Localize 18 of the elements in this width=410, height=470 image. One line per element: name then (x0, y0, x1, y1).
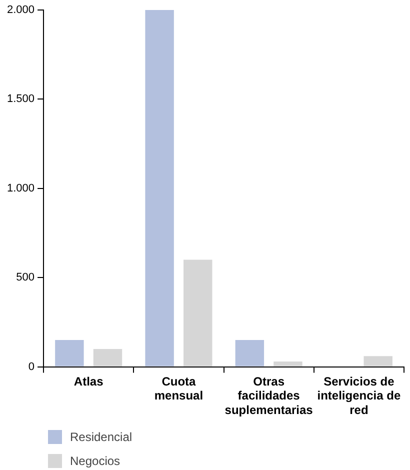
bar (55, 340, 84, 366)
legend-label: Residencial (70, 430, 132, 444)
y-tick-label: 2.000 (6, 4, 35, 16)
bar (145, 10, 174, 366)
x-tick-label: Otras facilidades suplementarias (224, 374, 314, 418)
legend-label: Negocios (70, 454, 120, 468)
y-tick-label: 1.000 (6, 182, 35, 194)
y-tick-label: 0 (28, 360, 35, 373)
y-tick-label: 500 (16, 272, 35, 284)
x-tick-label: Servicios de inteligencia de red (317, 374, 401, 418)
bar (364, 356, 392, 366)
bar (235, 340, 264, 366)
bar (183, 260, 212, 366)
y-tick-label: 1.500 (6, 93, 35, 106)
bar (274, 361, 302, 366)
x-tick-label: Atlas (74, 374, 104, 388)
bar (93, 348, 122, 366)
x-tick-label: Cuota mensual (154, 374, 204, 403)
